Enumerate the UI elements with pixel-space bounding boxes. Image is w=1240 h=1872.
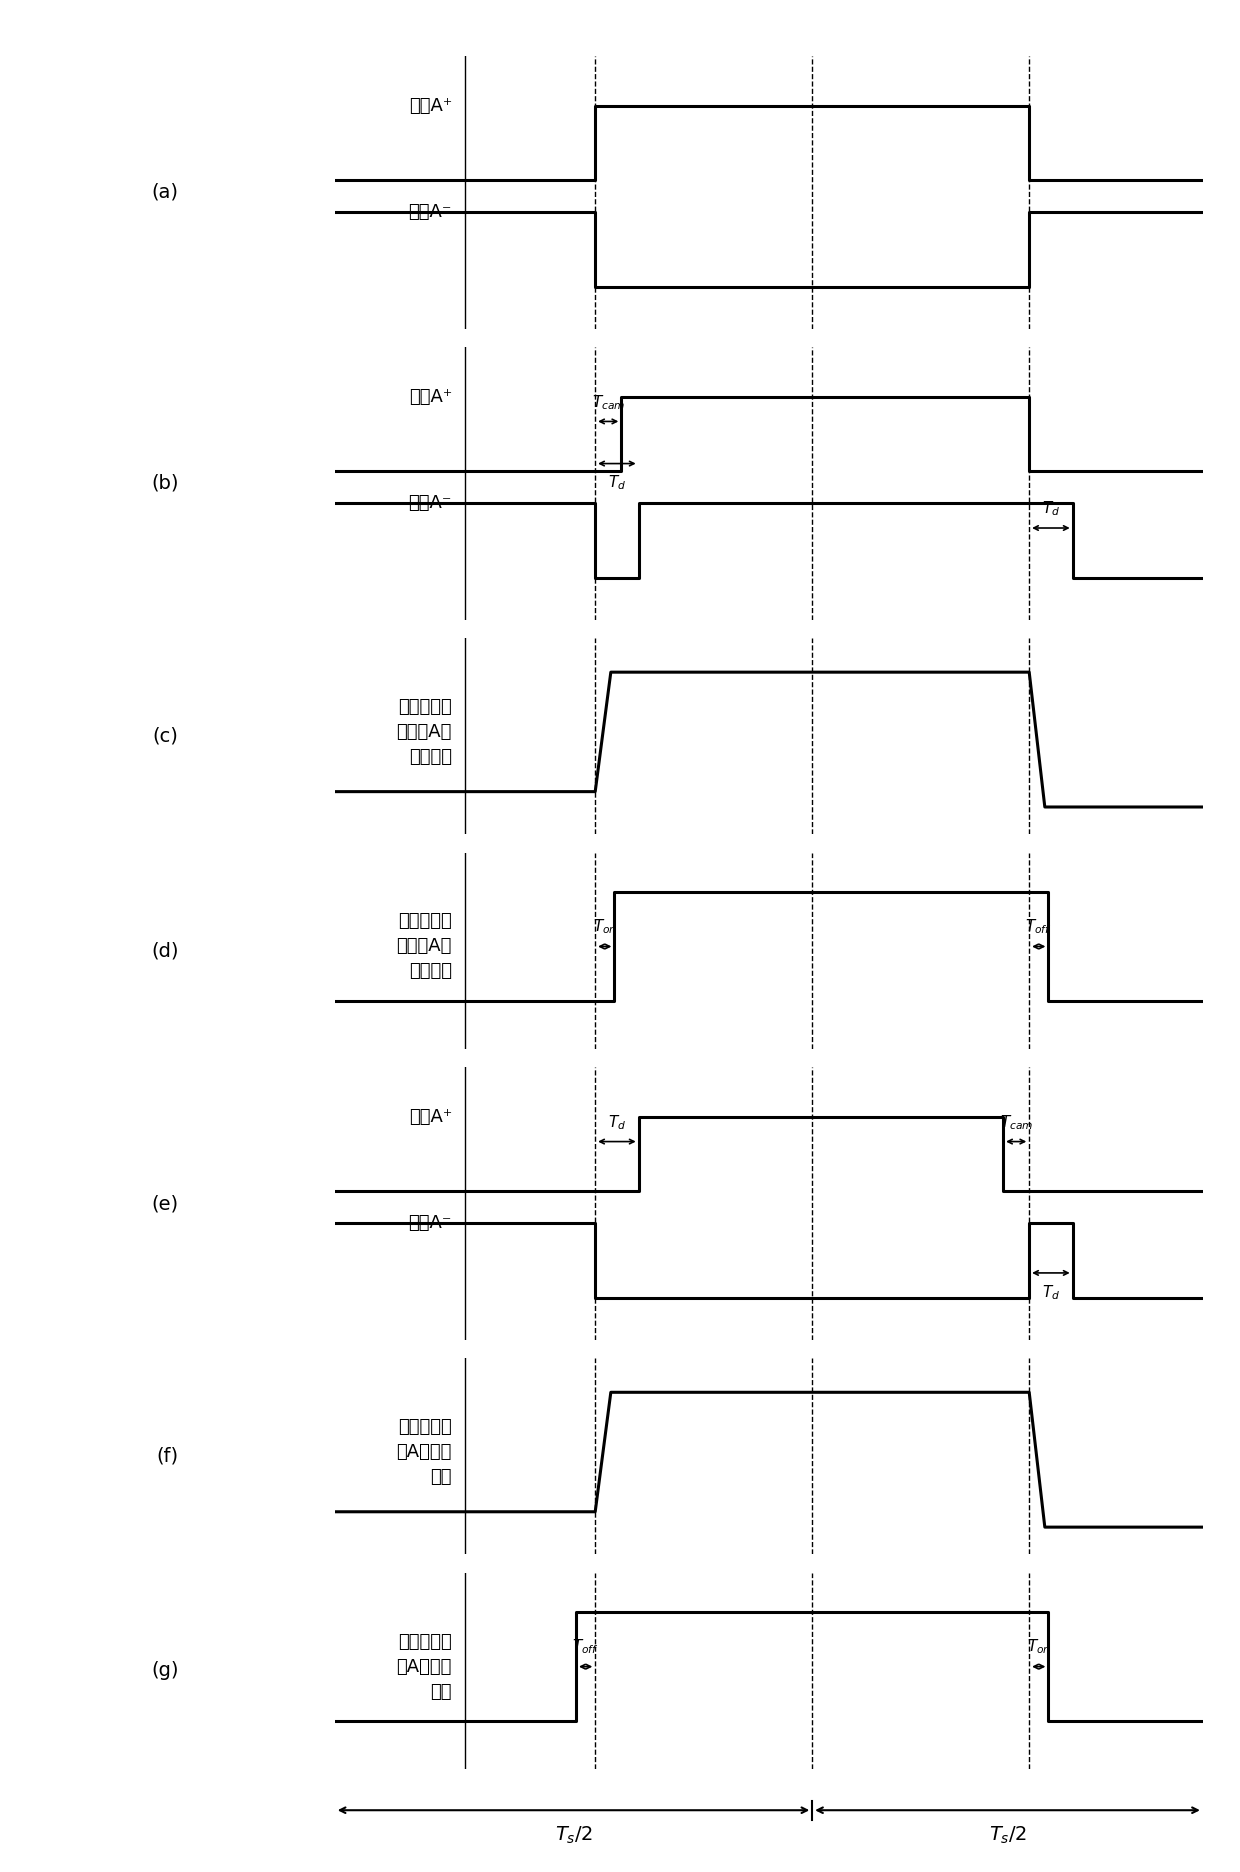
Text: 考虑开关延
时A相实际
电压: 考虑开关延 时A相实际 电压: [397, 1417, 451, 1486]
Text: $T_{on}$: $T_{on}$: [593, 917, 616, 936]
Text: $T_{off}$: $T_{off}$: [573, 1638, 599, 1657]
Text: $T_{cam}$: $T_{cam}$: [591, 393, 625, 412]
Text: $T_s/2$: $T_s/2$: [554, 1825, 593, 1846]
Text: 上管A⁺: 上管A⁺: [409, 1108, 451, 1125]
Text: 考虑开关延
时A相等效
电压: 考虑开关延 时A相等效 电压: [397, 1632, 451, 1700]
Text: $T_d$: $T_d$: [608, 474, 626, 492]
Text: 上管A⁺: 上管A⁺: [409, 97, 451, 114]
Text: 上管A⁺: 上管A⁺: [409, 388, 451, 406]
Text: $T_d$: $T_d$: [1042, 500, 1060, 519]
Text: 下管A⁻: 下管A⁻: [409, 494, 451, 513]
Text: $T_d$: $T_d$: [1042, 1282, 1060, 1301]
Text: (c): (c): [153, 726, 179, 745]
Text: $T_{off}$: $T_{off}$: [1025, 917, 1052, 936]
Text: (b): (b): [151, 474, 179, 492]
Text: $T_{on}$: $T_{on}$: [1027, 1638, 1050, 1657]
Text: (e): (e): [151, 1194, 179, 1213]
Text: 考虑开关延
时后的A相
实际电压: 考虑开关延 时后的A相 实际电压: [397, 698, 451, 766]
Text: 考虑开关延
时后的A相
等效电压: 考虑开关延 时后的A相 等效电压: [397, 912, 451, 981]
Text: (g): (g): [151, 1660, 179, 1681]
Text: $T_s/2$: $T_s/2$: [988, 1825, 1027, 1846]
Text: (a): (a): [151, 183, 179, 202]
Text: (d): (d): [151, 942, 179, 960]
Text: 下管A⁻: 下管A⁻: [409, 204, 451, 221]
Text: $T_d$: $T_d$: [608, 1114, 626, 1133]
Text: $T_{cam}$: $T_{cam}$: [999, 1114, 1033, 1133]
Text: (f): (f): [156, 1447, 179, 1466]
Text: 下管A⁻: 下管A⁻: [409, 1215, 451, 1232]
